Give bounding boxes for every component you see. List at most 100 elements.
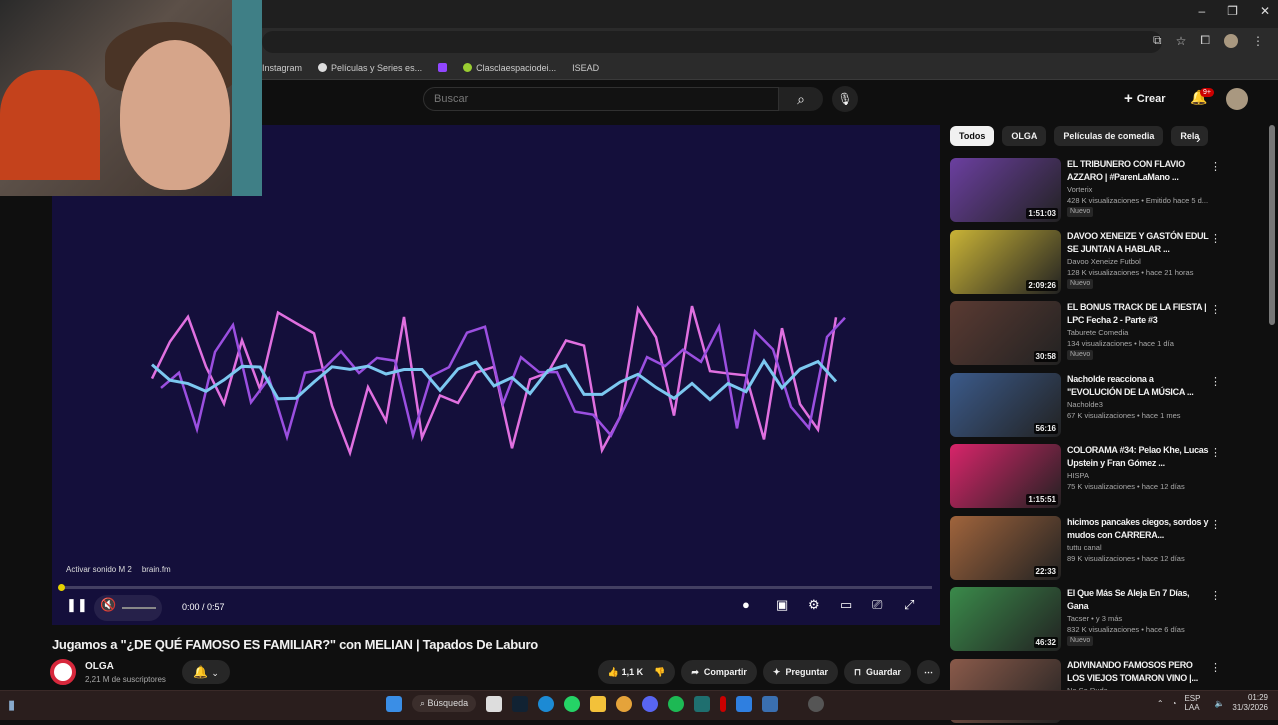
recommendation-item[interactable]: 30:58 EL BONUS TRACK DE LA FIESTA | LPC … bbox=[950, 301, 1221, 367]
chevron-right-icon[interactable]: › bbox=[1196, 130, 1201, 146]
bookmark-isead[interactable]: ISEAD bbox=[572, 62, 600, 73]
language-indicator[interactable]: ESP LAA bbox=[1184, 694, 1201, 712]
autoplay-toggle[interactable]: ● bbox=[742, 597, 750, 612]
app-icon[interactable] bbox=[694, 695, 711, 712]
search-input[interactable]: Buscar bbox=[423, 87, 779, 111]
terminal-icon[interactable] bbox=[512, 695, 529, 712]
recommendation-title[interactable]: El Que Más Se Aleja En 7 Días, Gana bbox=[1067, 588, 1190, 611]
close-button[interactable]: ✕ bbox=[1259, 4, 1270, 18]
subtitles-icon[interactable]: ▣ bbox=[776, 597, 789, 612]
recommendation-channel[interactable]: Davoo Xeneize Futbol bbox=[1067, 256, 1141, 266]
video-thumbnail[interactable]: 30:58 bbox=[950, 301, 1061, 365]
taskbar-search[interactable]: ⌕ Búsqueda bbox=[412, 695, 477, 712]
search-button[interactable]: ⌕ bbox=[779, 87, 823, 111]
bookmark-peliculas[interactable]: Películas y Series es... bbox=[318, 63, 422, 73]
app-red-icon[interactable] bbox=[720, 695, 727, 712]
widgets-icon[interactable]: ▮ bbox=[8, 697, 16, 712]
chevron-up-icon[interactable]: ⌃ bbox=[1156, 698, 1164, 708]
recommendation-channel[interactable]: tuttu canal bbox=[1067, 542, 1102, 552]
address-bar[interactable] bbox=[262, 31, 1162, 53]
clock[interactable]: 01:29 31/3/2026 bbox=[1232, 693, 1268, 712]
chrome-icon[interactable] bbox=[616, 695, 633, 712]
volume-icon[interactable]: 🔈 bbox=[1214, 698, 1225, 708]
profile-avatar[interactable] bbox=[1224, 33, 1238, 48]
video-thumbnail[interactable]: 46:32 bbox=[950, 587, 1061, 651]
create-button[interactable]: + Crear bbox=[1124, 90, 1166, 107]
video-thumbnail[interactable]: 22:33 bbox=[950, 515, 1061, 580]
recommendation-item[interactable]: 46:32 El Que Más Se Aleja En 7 Días, Gan… bbox=[950, 587, 1221, 653]
discord-icon[interactable] bbox=[642, 695, 659, 712]
more-actions-button[interactable]: ⋯ bbox=[917, 660, 940, 684]
recommendation-item[interactable]: 22:33 hicimos pancakes ciegos, sordos y … bbox=[950, 515, 1221, 582]
edge-icon[interactable] bbox=[538, 695, 555, 712]
video-thumbnail[interactable]: 2:09:26 bbox=[950, 229, 1061, 294]
more-options-icon[interactable]: ⋮ bbox=[1210, 232, 1221, 245]
chip-relacionados[interactable]: Rela bbox=[1171, 126, 1209, 146]
chip-peliculas-comedia[interactable]: Películas de comedia bbox=[1054, 126, 1164, 146]
recommendation-channel[interactable]: Tacser • y 3 más bbox=[1067, 614, 1123, 623]
channel-avatar[interactable] bbox=[50, 659, 76, 685]
more-options-icon[interactable]: ⋮ bbox=[1210, 375, 1221, 388]
video-thumbnail[interactable]: 1:15:51 bbox=[950, 444, 1061, 508]
pause-button[interactable]: ❚❚ bbox=[66, 597, 88, 612]
bookmark-twitch[interactable] bbox=[438, 63, 448, 72]
more-options-icon[interactable]: ⋮ bbox=[1210, 661, 1221, 674]
recommendation-channel[interactable]: HISPA bbox=[1067, 471, 1089, 480]
video-player[interactable]: Activar sonido M 2 brain.fm ❚❚ 🔇 0:00 / … bbox=[52, 125, 940, 625]
recommendation-item[interactable]: 56:16 Nacholde reacciona a "EVOLUCIÓN DE… bbox=[950, 372, 1221, 439]
obs-icon[interactable] bbox=[808, 695, 825, 712]
bookmark-clases[interactable]: Clasclaespaciodei... bbox=[463, 63, 556, 73]
more-options-icon[interactable]: ⋮ bbox=[1210, 447, 1221, 459]
voice-search-button[interactable]: 🎙 bbox=[832, 86, 858, 112]
more-options-icon[interactable]: ⋮ bbox=[1210, 518, 1221, 531]
settings-gear-icon[interactable]: ⚙ bbox=[808, 597, 820, 612]
more-options-icon[interactable]: ⋮ bbox=[1210, 590, 1221, 602]
chip-todos[interactable]: Todos bbox=[950, 126, 995, 146]
user-avatar[interactable] bbox=[1226, 88, 1248, 110]
recommendation-item[interactable]: 2:09:26 DAVOO XENEIZE Y GASTÓN EDUL SE J… bbox=[950, 229, 1221, 296]
recommendation-item[interactable]: 1:15:51 COLORAMA #34: Pelao Khe, Lucas U… bbox=[950, 444, 1221, 510]
recommendation-channel[interactable]: Vorterix bbox=[1067, 185, 1093, 194]
video-thumbnail[interactable]: 1:51:03 bbox=[950, 158, 1061, 222]
recommendation-title[interactable]: ADIVINANDO FAMOSOS PERO LOS VIEJOS TOMAR… bbox=[1067, 659, 1198, 683]
recommendation-title[interactable]: DAVOO XENEIZE Y GASTÓN EDUL SE JUNTAN A … bbox=[1067, 230, 1209, 254]
more-options-icon[interactable]: ⋮ bbox=[1210, 304, 1221, 316]
bookmark-instagram[interactable]: Instagram bbox=[262, 62, 303, 73]
chip-olga[interactable]: OLGA bbox=[1002, 126, 1047, 146]
whatsapp-icon[interactable] bbox=[564, 695, 581, 712]
save-button[interactable]: ⊓ Guardar bbox=[843, 660, 911, 684]
fullscreen-icon[interactable]: ⤢ bbox=[904, 597, 915, 612]
share-button[interactable]: ➦ Compartir bbox=[681, 660, 757, 684]
start-button[interactable] bbox=[386, 695, 402, 712]
progress-bar[interactable] bbox=[60, 586, 932, 589]
recommendation-title[interactable]: hicimos pancakes ciegos, sordos y mudos … bbox=[1067, 516, 1209, 540]
muted-volume-icon[interactable]: 🔇 bbox=[100, 597, 117, 612]
recommendation-title[interactable]: EL TRIBUNERO CON FLAVIO AZZARO | #ParenL… bbox=[1067, 159, 1185, 182]
file-explorer-icon[interactable] bbox=[590, 695, 607, 712]
recommendation-channel[interactable]: Taburete Comedia bbox=[1067, 328, 1129, 337]
recommendation-title[interactable]: EL BONUS TRACK DE LA FIESTA | LPC Fecha … bbox=[1067, 302, 1207, 325]
cast-icon[interactable]: ⧉ bbox=[1153, 33, 1162, 47]
recommendation-title[interactable]: COLORAMA #34: Pelao Khe, Lucas Upstein y… bbox=[1067, 445, 1209, 468]
browser-menu-icon[interactable]: ⋮ bbox=[1252, 33, 1264, 48]
like-button[interactable]: 👍 1,1 K bbox=[607, 666, 644, 677]
video-thumbnail[interactable]: 56:16 bbox=[950, 372, 1061, 437]
bookmark-star-icon[interactable]: ☆ bbox=[1175, 33, 1187, 48]
minimize-button[interactable]: – bbox=[1198, 4, 1206, 18]
unmute-tooltip[interactable]: Activar sonido M 2 bbox=[66, 565, 132, 574]
wifi-icon[interactable]: ◔ bbox=[1171, 698, 1177, 708]
store-icon[interactable] bbox=[486, 695, 503, 712]
cast-icon[interactable]: ⎚ bbox=[872, 597, 883, 612]
recommendation-title[interactable]: Nacholde reacciona a "EVOLUCIÓN DE LA MÚ… bbox=[1067, 373, 1194, 397]
subscribed-bell-button[interactable]: 🔔 ⌄ bbox=[182, 660, 230, 684]
miniplayer-icon[interactable]: ▭ bbox=[840, 597, 853, 612]
recommendation-channel[interactable]: Nacholde3 bbox=[1067, 399, 1103, 409]
spotify-icon[interactable] bbox=[668, 695, 685, 712]
steam-icon[interactable] bbox=[762, 695, 779, 712]
calculator-icon[interactable] bbox=[736, 695, 753, 712]
ask-button[interactable]: ✦ Preguntar bbox=[762, 660, 838, 684]
extensions-icon[interactable]: ⧠ bbox=[1200, 33, 1210, 47]
scrollbar[interactable] bbox=[1269, 125, 1275, 325]
recommendation-item[interactable]: 1:51:03 EL TRIBUNERO CON FLAVIO AZZARO |… bbox=[950, 158, 1221, 224]
scrubber-handle[interactable] bbox=[58, 584, 65, 591]
